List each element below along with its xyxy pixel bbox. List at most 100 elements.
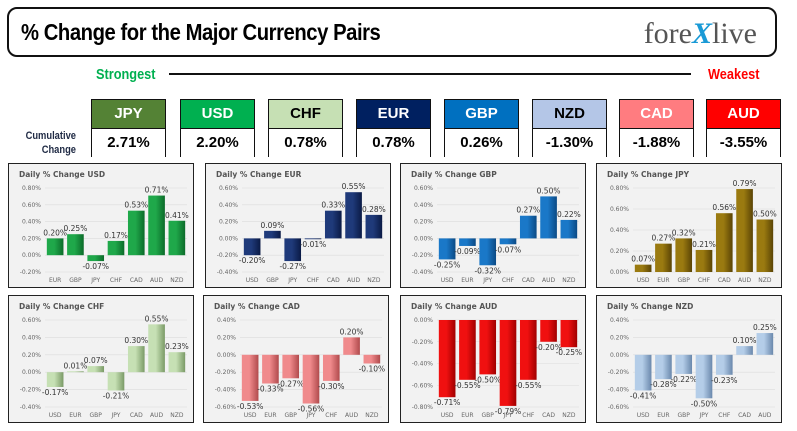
bar-usd	[241, 354, 259, 401]
x-tick-label: JPY	[90, 277, 100, 284]
x-tick-label: GBP	[678, 277, 691, 284]
bar-eur	[655, 354, 672, 380]
bar-jpy	[87, 255, 105, 262]
data-label: -0.53%	[237, 402, 264, 411]
cumulative-label-line2: Change	[41, 144, 76, 156]
data-label: 0.50%	[537, 186, 561, 195]
data-label: 0.17%	[104, 231, 128, 240]
chart-gbp: Daily % Change GBP -0.40% -0.20% 0.00% 0.20%…	[411, 170, 581, 284]
y-tick-label: 0.20%	[219, 219, 238, 226]
bar-gbp	[675, 354, 693, 374]
bar-chf	[695, 249, 713, 272]
data-label: -0.07%	[82, 262, 109, 271]
bar-aud	[148, 324, 165, 373]
bar-cad	[324, 210, 342, 239]
currency-name: USD	[181, 100, 254, 129]
x-tick-label: CHF	[522, 412, 535, 419]
cumulative-change-value: -1.88%	[620, 129, 693, 157]
x-tick-label: NZD	[170, 277, 184, 284]
y-tick-label: 0.00%	[22, 369, 41, 376]
bar-eur	[67, 371, 84, 373]
bar-eur	[46, 238, 64, 256]
x-tick-label: AUD	[542, 277, 555, 284]
x-tick-label: GBP	[266, 277, 279, 284]
chart-panel-gbp: Daily % Change GBP -0.40% -0.20% 0.00% 0.20%…	[400, 163, 586, 288]
chart-panel-cad: Daily % Change CAD -0.60% -0.40% -0.20% 0.00…	[203, 295, 389, 423]
cumulative-change-value: -1.30%	[533, 129, 606, 157]
currency-box-usd: USD 2.20%	[180, 99, 255, 157]
currency-name: NZD	[533, 100, 606, 129]
bar-cad	[127, 346, 145, 373]
data-label: -0.28%	[650, 380, 677, 389]
data-label: -0.07%	[495, 245, 522, 254]
currency-box-aud: AUD -3.55%	[706, 99, 781, 157]
chart-title: Daily % Change CAD	[214, 302, 300, 311]
currency-box-chf: CHF 0.78%	[268, 99, 343, 157]
strongest-label: Strongest	[96, 66, 156, 83]
x-tick-label: CAD	[738, 412, 751, 419]
logo-x-arrow-icon: X	[691, 17, 712, 50]
bar-gbp	[264, 230, 281, 239]
bar-eur	[459, 320, 476, 380]
x-tick-label: CAD	[542, 412, 555, 419]
data-label: 0.71%	[145, 186, 169, 195]
bar-nzd	[560, 219, 578, 239]
bar-aud	[343, 337, 360, 355]
data-label: 0.41%	[165, 211, 189, 220]
data-label: -0.25%	[434, 260, 461, 269]
y-tick-label: 0.00%	[414, 317, 433, 324]
x-tick-label: JPY	[306, 412, 316, 419]
bar-gbp	[67, 234, 84, 256]
chart-panel-usd: Daily % Change USD -0.20% 0.00% 0.20% 0.40% 0…	[8, 163, 194, 288]
chart-panel-jpy: Daily % Change JPY 0.00% 0.20% 0.40% 0.60% 0.…	[596, 163, 782, 288]
x-tick-label: USD	[637, 412, 650, 419]
data-label: -0.17%	[42, 388, 69, 397]
x-tick-label: JPY	[287, 277, 297, 284]
y-tick-label: 0.00%	[610, 269, 629, 276]
x-tick-label: CAD	[130, 412, 143, 419]
bar-gbp	[675, 238, 693, 272]
y-tick-label: -0.20%	[217, 252, 239, 259]
bar-usd	[46, 372, 64, 387]
y-tick-label: 0.60%	[22, 202, 41, 209]
data-label: -0.22%	[670, 375, 697, 384]
data-label: -0.25%	[556, 348, 583, 357]
y-tick-label: 0.80%	[22, 185, 41, 192]
currency-name: EUR	[357, 100, 430, 129]
y-tick-label: -0.20%	[412, 339, 434, 346]
x-tick-label: EUR	[461, 277, 473, 284]
data-label: 0.21%	[692, 240, 716, 249]
data-label: 0.56%	[712, 203, 736, 212]
chart-title: Daily % Change EUR	[216, 170, 302, 179]
bar-jpy	[107, 372, 125, 391]
y-tick-label: 0.40%	[217, 317, 236, 324]
currency-box-gbp: GBP 0.26%	[444, 99, 519, 157]
data-label: -0.10%	[359, 365, 386, 374]
data-label: 0.55%	[342, 182, 366, 191]
title-box: % Change for the Major Currency Pairs fo…	[7, 7, 777, 57]
data-label: -0.20%	[239, 256, 266, 265]
y-tick-label: 0.20%	[414, 219, 433, 226]
y-tick-label: 0.40%	[610, 317, 629, 324]
bar-usd	[438, 238, 456, 260]
chart-title: Daily % Change USD	[19, 170, 105, 179]
data-label: 0.20%	[43, 228, 67, 237]
bar-usd	[634, 354, 652, 391]
chart-cad: Daily % Change CAD -0.60% -0.40% -0.20% 0.00…	[214, 302, 386, 419]
x-tick-label: GBP	[285, 412, 298, 419]
y-tick-label: 0.40%	[414, 202, 433, 209]
x-tick-label: JPY	[699, 412, 709, 419]
x-tick-label: CAD	[327, 277, 340, 284]
chart-panel-eur: Daily % Change EUR -0.40% -0.20% 0.00% 0.20%…	[205, 163, 391, 288]
data-label: -0.32%	[474, 266, 501, 275]
bar-cad	[715, 213, 733, 272]
data-label: 0.25%	[64, 224, 88, 233]
bar-usd	[438, 320, 456, 398]
chart-aud: Daily % Change AUD -0.80% -0.60% -0.40% -0.2…	[411, 302, 583, 419]
bar-nzd	[365, 214, 383, 239]
data-label: -0.27%	[277, 379, 304, 388]
x-tick-label: CHF	[307, 277, 320, 284]
y-tick-label: -0.60%	[608, 404, 630, 411]
bar-gbp	[479, 320, 497, 375]
data-label: -0.21%	[103, 391, 130, 400]
